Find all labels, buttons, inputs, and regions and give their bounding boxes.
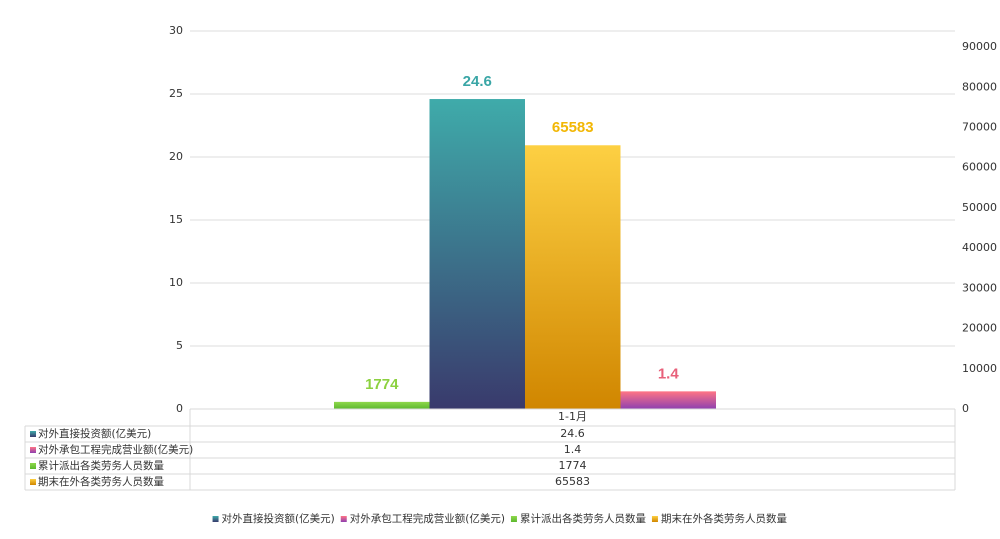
- y2-tick-label: 60000: [962, 161, 997, 174]
- y2-tick-label: 0: [962, 402, 969, 415]
- legend-key: [30, 431, 36, 437]
- legend-key: [651, 516, 658, 522]
- legend-label: 对外直接投资额(亿美元): [222, 512, 335, 525]
- table-series-name: 对外直接投资额(亿美元): [38, 427, 151, 440]
- y2-tick-label: 70000: [962, 121, 997, 134]
- legend-key: [340, 516, 347, 522]
- x-tick-label: 1-1月: [558, 410, 587, 423]
- y-tick-label: 20: [169, 150, 183, 163]
- legend-key: [510, 516, 517, 522]
- table-value: 65583: [555, 475, 590, 488]
- data-label: 65583: [552, 119, 594, 136]
- y2-tick-label: 80000: [962, 80, 997, 93]
- y2-tick-label: 90000: [962, 40, 997, 53]
- table-value: 1774: [559, 459, 587, 472]
- y-tick-label: 5: [176, 339, 183, 352]
- y2-tick-label: 30000: [962, 281, 997, 294]
- y-tick-label: 10: [169, 276, 183, 289]
- legend-key: [30, 447, 36, 453]
- table-value: 24.6: [560, 427, 585, 440]
- y2-tick-label: 40000: [962, 241, 997, 254]
- y-tick-label: 0: [176, 402, 183, 415]
- table-series-name: 期末在外各类劳务人员数量: [38, 475, 164, 488]
- bar: [525, 145, 621, 409]
- legend-label: 期末在外各类劳务人员数量: [661, 512, 787, 525]
- data-label: 1.4: [658, 365, 680, 382]
- table-value: 1.4: [564, 443, 582, 456]
- data-label: 24.6: [463, 73, 492, 90]
- bar: [334, 401, 430, 409]
- legend-key: [212, 516, 219, 522]
- legend-key: [30, 479, 36, 485]
- legend-label: 累计派出各类劳务人员数量: [520, 512, 646, 525]
- y-tick-label: 30: [169, 24, 183, 37]
- legend: 对外直接投资额(亿美元) 对外承包工程完成营业额(亿美元) 累计派出各类劳务人员数量…: [212, 512, 787, 525]
- bar: [429, 99, 525, 409]
- y-tick-label: 25: [169, 87, 183, 100]
- legend-label: 对外承包工程完成营业额(亿美元): [350, 512, 505, 525]
- y2-tick-label: 50000: [962, 201, 997, 214]
- table-series-name: 对外承包工程完成营业额(亿美元): [38, 443, 193, 456]
- y2-tick-label: 20000: [962, 322, 997, 335]
- y2-tick-label: 10000: [962, 362, 997, 375]
- bar: [620, 391, 716, 409]
- legend-key: [30, 463, 36, 469]
- table-series-name: 累计派出各类劳务人员数量: [38, 459, 164, 472]
- data-label: 1774: [365, 376, 399, 393]
- y-tick-label: 15: [169, 213, 183, 226]
